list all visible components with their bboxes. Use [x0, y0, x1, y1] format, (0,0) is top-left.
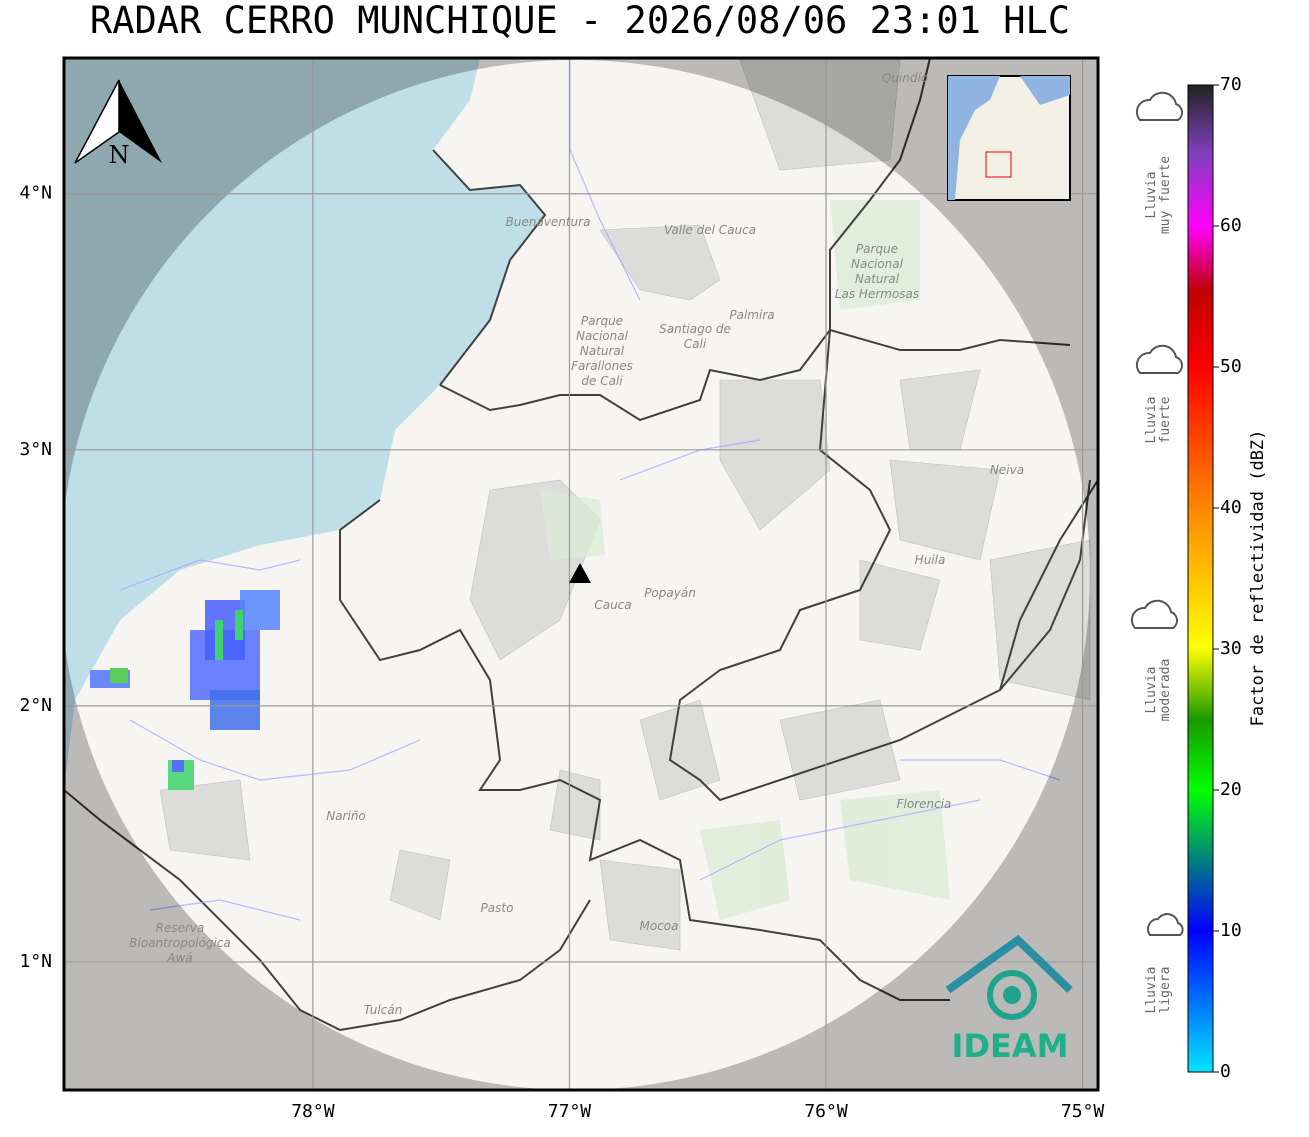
place-labels: Quindío Buenaventura Valle del Cauca Parque…	[129, 71, 1024, 1017]
place-label: Mocoa	[640, 919, 679, 933]
place-label-line: Natural	[855, 272, 900, 286]
place-label: Cauca	[594, 598, 631, 612]
place-label-line: Cali	[684, 337, 707, 351]
place-label: Florencia	[897, 797, 952, 811]
axis-ticks: 78°W 77°W 76°W 75°W 4°N 3°N 2°N 1°N	[19, 183, 1104, 1122]
colorbar	[1187, 84, 1214, 1073]
colorbar-label: Factor de reflectividad (dBZ)	[1248, 430, 1268, 727]
lat-tick-label: 4°N	[19, 183, 52, 204]
colorbar-tick-label: 20	[1220, 779, 1242, 800]
north-arrow: N	[74, 79, 162, 169]
inset-map	[947, 75, 1071, 201]
graticule	[64, 58, 1098, 1090]
lat-tick-label: 3°N	[19, 439, 52, 460]
place-label-line: Parque	[856, 242, 898, 256]
rain-icons	[1130, 91, 1184, 936]
basins	[159, 59, 1091, 951]
place-label-line: Farallones	[571, 359, 633, 373]
place-label: Santiago de Cali	[659, 322, 731, 351]
rain-legend: Lluviamuy fuerteLluviafuerteLluviamodera…	[1130, 91, 1184, 1014]
lon-tick-label: 75°W	[1061, 1101, 1105, 1122]
colorbar-ticks: 0 10 20 30 40 50 60 70	[1213, 74, 1242, 1082]
legend-label-line: moderada	[1158, 659, 1173, 722]
place-label-line: Parque	[581, 314, 623, 328]
ocean	[64, 58, 545, 790]
colorbar-tick-label: 50	[1220, 356, 1242, 377]
place-label: Parque Nacional Natural Farallones de Cali	[571, 314, 633, 388]
colorbar-tick-label: 70	[1220, 74, 1242, 95]
map: Quindío Buenaventura Valle del Cauca Parque…	[64, 58, 1098, 1090]
colorbar-tick-label: 40	[1220, 497, 1242, 518]
north-label: N	[109, 141, 130, 169]
place-label: Reserva Bioantropológica Awá	[129, 921, 230, 965]
place-label-line: Bioantropológica	[129, 936, 230, 950]
place-label: Neiva	[990, 463, 1024, 477]
legend-label-line: ligera	[1158, 967, 1173, 1014]
place-label: Quindío	[882, 71, 928, 85]
department-borders	[64, 58, 1098, 1032]
place-label: Palmira	[729, 308, 774, 322]
place-label-line: Awá	[166, 951, 192, 965]
place-label-line: Nacional	[576, 329, 629, 343]
place-label: Nariño	[326, 809, 366, 823]
map-frame	[62, 56, 1100, 1092]
legend-label-line: Lluvia	[1144, 172, 1159, 219]
legend-label: Lluviamuy fuerte	[1144, 156, 1173, 234]
place-label: Popayán	[644, 586, 696, 600]
legend-label-line: muy fuerte	[1158, 156, 1173, 234]
place-label-line: Natural	[580, 344, 625, 358]
legend-label-line: fuerte	[1158, 396, 1173, 443]
place-label: Buenaventura	[506, 215, 591, 229]
place-label: Huila	[915, 553, 946, 567]
colorbar-tick-label: 30	[1220, 638, 1242, 659]
place-label-line: Nacional	[851, 257, 904, 271]
legend-label: Lluviafuerte	[1144, 396, 1173, 443]
lon-tick-label: 76°W	[804, 1101, 848, 1122]
title: RADAR CERRO MUNCHIQUE - 2026/08/06 23:01…	[90, 0, 1070, 42]
lon-tick-label: 78°W	[291, 1101, 335, 1122]
colorbar-tick-label: 0	[1220, 1061, 1231, 1082]
lat-tick-label: 2°N	[19, 695, 52, 716]
place-label: Valle del Cauca	[664, 223, 756, 237]
colorbar-tick-label: 10	[1220, 920, 1242, 941]
place-label-line: Las Hermosas	[835, 287, 919, 301]
place-label-line: Reserva	[156, 921, 205, 935]
lon-tick-label: 77°W	[548, 1101, 592, 1122]
legend-label: Lluviamoderada	[1144, 659, 1173, 722]
lat-tick-label: 1°N	[19, 951, 52, 972]
place-label-line: Santiago de	[659, 322, 731, 336]
logo-text: IDEAM	[952, 1027, 1069, 1065]
ideam-logo: IDEAM	[945, 934, 1073, 1065]
place-label: Tulcán	[364, 1003, 403, 1017]
parks	[540, 200, 950, 920]
radar-site	[569, 563, 591, 583]
legend-label-line: Lluvia	[1144, 397, 1159, 444]
place-label: Pasto	[481, 901, 514, 915]
colorbar-tick-label: 60	[1220, 215, 1242, 236]
legend-label-line: Lluvia	[1144, 967, 1159, 1014]
place-label: Parque Nacional Natural Las Hermosas	[835, 242, 919, 301]
legend-label-line: Lluvia	[1144, 667, 1159, 714]
legend-label: Lluvialigera	[1144, 967, 1173, 1014]
place-label-line: de Cali	[581, 374, 623, 388]
radar-echoes	[90, 590, 280, 790]
